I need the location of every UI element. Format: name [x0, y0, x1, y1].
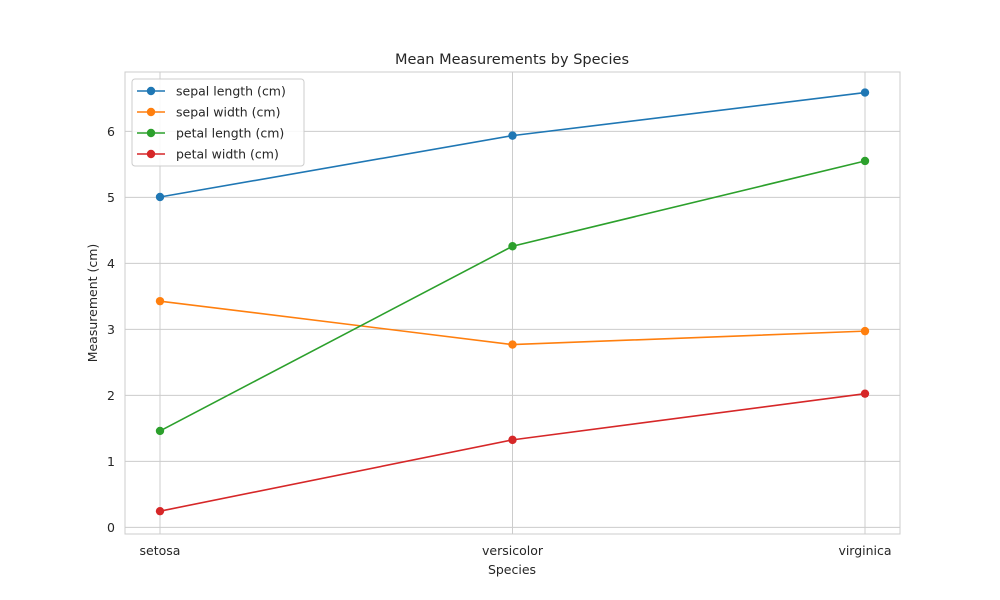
- series-1: [155, 296, 870, 349]
- plot-frame: [124, 71, 901, 535]
- y-tick-label: 4: [107, 256, 115, 271]
- data-point: [508, 435, 517, 445]
- legend-label: petal width (cm): [176, 147, 279, 162]
- y-tick-label: 6: [107, 124, 115, 139]
- series-2: [155, 156, 870, 436]
- legend-label: petal length (cm): [176, 126, 284, 141]
- data-point: [155, 192, 165, 202]
- y-tick-label: 3: [107, 322, 115, 337]
- series-0: [155, 88, 870, 202]
- data-point: [155, 426, 165, 436]
- data-point: [508, 242, 517, 251]
- x-tick-label: setosa: [140, 543, 181, 558]
- legend-marker: [146, 149, 156, 159]
- data-point: [155, 506, 165, 516]
- chart-title: Mean Measurements by Species: [395, 52, 629, 68]
- x-tick-label: virginica: [838, 543, 891, 558]
- y-tick-label: 5: [107, 190, 115, 205]
- legend-marker: [146, 107, 156, 117]
- legend-box: [131, 78, 305, 167]
- legend-label: sepal length (cm): [176, 84, 286, 99]
- x-tick-labels: setosa versicolor virginica: [140, 543, 892, 558]
- series-layer: [155, 88, 870, 516]
- data-point: [508, 131, 517, 140]
- series-3: [155, 389, 870, 516]
- legend-label: sepal width (cm): [176, 105, 280, 120]
- data-point: [860, 326, 870, 336]
- y-tick-label: 2: [107, 388, 115, 403]
- data-point: [860, 88, 870, 97]
- data-point: [860, 389, 870, 398]
- x-tick-label: versicolor: [482, 543, 544, 558]
- data-point: [860, 156, 870, 166]
- x-axis-label: Species: [488, 562, 536, 577]
- data-point: [155, 296, 165, 306]
- data-point: [508, 340, 517, 349]
- legend-marker: [146, 128, 156, 138]
- y-tick-label: 1: [107, 454, 115, 469]
- y-tick-labels: 0 1 2 3 4 5 6: [107, 124, 115, 535]
- y-tick-label: 0: [107, 520, 115, 535]
- legend-marker: [146, 86, 156, 96]
- legend: sepal length (cm) sepal width (cm) petal l…: [131, 78, 305, 167]
- y-axis-label: Measurement (cm): [85, 244, 100, 363]
